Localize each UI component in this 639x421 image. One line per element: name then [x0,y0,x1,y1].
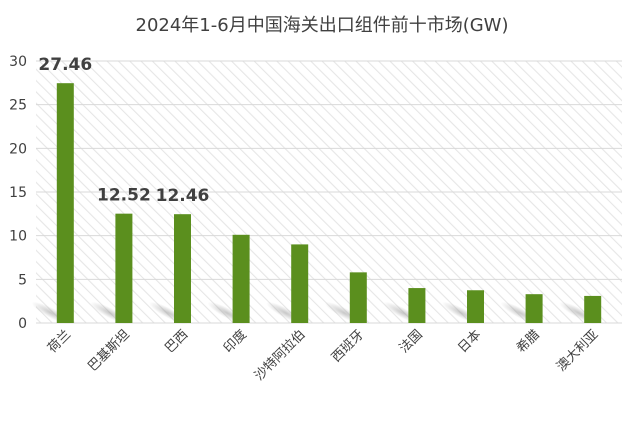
bar-沙特阿拉伯 [291,244,309,323]
y-tick-label: 25 [9,98,27,114]
x-tick-label: 澳大利亚 [553,327,601,375]
x-tick-label: 巴基斯坦 [85,327,132,374]
gridlines [36,60,622,324]
y-axis-ticks: 0 5 10 15 20 25 30 [9,54,27,332]
bars [56,83,602,323]
x-tick-label: 印度 [220,327,250,357]
y-tick-label: 10 [9,229,27,245]
x-tick-label: 法国 [397,327,426,356]
x-axis-ticks: 荷兰 巴基斯坦 巴西 印度 沙特阿拉伯 西班牙 法国 日本 希腊 澳大利亚 [45,327,601,384]
y-tick-label: 20 [9,141,27,157]
y-tick-label: 5 [18,272,27,288]
chart-title: 2024年1-6月中国海关出口组件前十市场(GW) [136,15,509,36]
x-tick-label: 希腊 [514,327,543,356]
bar-巴基斯坦 [115,213,133,323]
y-tick-label: 15 [9,185,27,201]
data-labels: 27.46 12.52 12.46 [38,55,209,206]
bar-澳大利亚 [584,295,602,323]
bar-巴西 [174,214,191,323]
bar-印度 [232,234,250,323]
bar-法国 [408,288,426,323]
y-tick-label: 0 [18,316,27,332]
bar-希腊 [525,294,543,323]
bar-荷兰 [56,83,74,323]
y-tick-label: 30 [9,54,27,70]
data-label: 12.46 [156,186,210,206]
bar-西班牙 [349,272,367,323]
x-tick-label: 西班牙 [329,327,367,365]
x-tick-label: 巴西 [162,327,191,356]
data-label: 12.52 [97,186,151,206]
x-tick-label: 荷兰 [45,327,74,356]
bar-日本 [467,290,484,323]
x-tick-label: 日本 [455,327,484,356]
x-tick-label: 沙特阿拉伯 [252,327,309,384]
data-label: 27.46 [38,55,92,75]
